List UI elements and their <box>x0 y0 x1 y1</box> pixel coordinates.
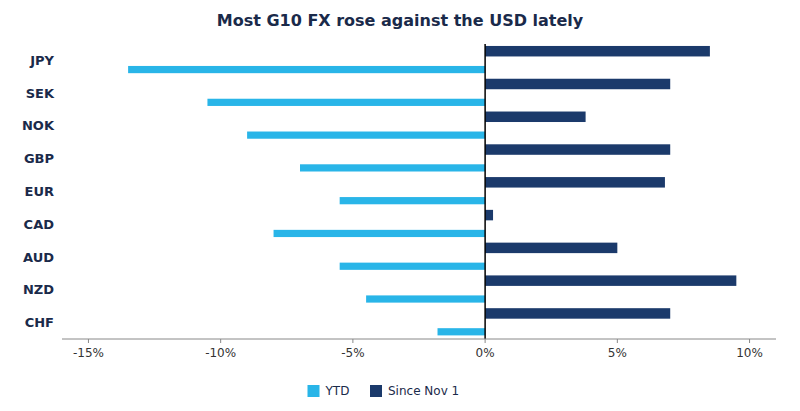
bar <box>340 263 485 270</box>
x-tick-label: -5% <box>341 346 364 360</box>
bar <box>485 210 493 220</box>
y-tick-label: GBP <box>24 151 54 166</box>
bar <box>366 295 485 302</box>
bar <box>247 132 485 139</box>
bar <box>300 164 485 171</box>
bars <box>128 46 736 335</box>
x-axis-line <box>62 339 776 340</box>
bar <box>485 144 670 154</box>
x-tick-label: 0% <box>476 346 495 360</box>
bar <box>485 308 670 318</box>
x-tick-label: 5% <box>608 346 627 360</box>
title: Most G10 FX rose against the USD lately <box>217 11 584 30</box>
bar <box>207 99 485 106</box>
bar <box>485 275 736 285</box>
y-tick-label: AUD <box>23 250 54 265</box>
legend-swatch <box>370 385 382 397</box>
bar <box>485 46 710 56</box>
chart-svg: Most G10 FX rose against the USD lately -… <box>0 0 800 411</box>
bar <box>128 66 485 73</box>
x-tick <box>220 339 221 343</box>
bar <box>274 230 486 237</box>
x-tick <box>352 339 353 343</box>
bar <box>485 177 665 187</box>
x-tick <box>485 339 486 343</box>
zero-line <box>484 44 486 339</box>
bar <box>438 328 486 335</box>
bar <box>485 112 585 122</box>
x-tick-label: -15% <box>73 346 104 360</box>
y-tick-label: EUR <box>25 184 54 199</box>
legend-swatch <box>308 385 320 397</box>
y-tick-label: CAD <box>24 217 55 232</box>
legend-label: Since Nov 1 <box>388 384 459 398</box>
bar <box>485 243 617 253</box>
y-tick-label: NOK <box>22 118 55 133</box>
bar <box>340 197 485 204</box>
y-tick-label: SEK <box>26 86 55 101</box>
legend: YTD Since Nov 1 <box>308 384 460 398</box>
y-tick-label: NZD <box>23 282 54 297</box>
x-tick <box>617 339 618 343</box>
chart-container: Most G10 FX rose against the USD lately -… <box>0 0 800 411</box>
y-tick-label: JPY <box>29 53 54 68</box>
x-tick-label: 10% <box>736 346 763 360</box>
legend-label: YTD <box>325 384 350 398</box>
x-tick-label: -10% <box>205 346 236 360</box>
y-tick-label: CHF <box>25 315 54 330</box>
x-tick <box>749 339 750 343</box>
bar <box>485 79 670 89</box>
x-tick <box>88 339 89 343</box>
